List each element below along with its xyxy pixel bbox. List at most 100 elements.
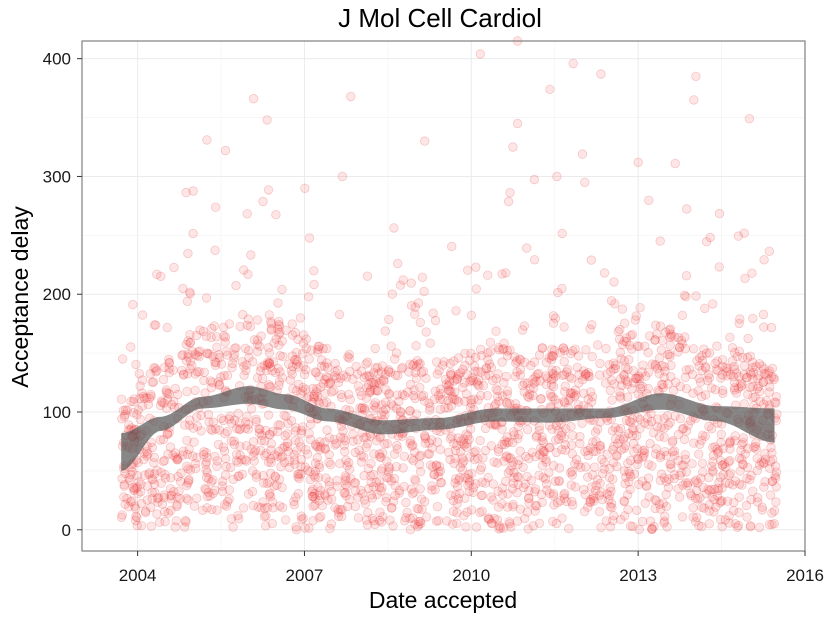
scatter-point (212, 342, 222, 353)
scatter-point (181, 493, 192, 504)
scatter-point-outlier (346, 91, 356, 102)
scatter-point (605, 522, 616, 532)
scatter-point (210, 451, 220, 462)
scatter-point (128, 397, 139, 407)
scatter-point (434, 461, 445, 472)
scatter-point (376, 367, 387, 377)
scatter-point (530, 500, 541, 511)
scatter-point (620, 511, 630, 521)
scatter-point-outlier (220, 145, 231, 156)
scatter-point (462, 438, 472, 449)
scatter-point-outlier (577, 149, 588, 159)
scatter-point (491, 384, 501, 394)
scatter-point (195, 325, 205, 335)
scatter-point (435, 466, 446, 476)
scatter-point (616, 445, 627, 455)
scatter-point (274, 446, 284, 457)
scatter-point (704, 348, 715, 358)
scatter-point (580, 369, 591, 379)
scatter-point (493, 446, 504, 457)
scatter-point (613, 438, 623, 449)
scatter-point (206, 477, 217, 487)
scatter-point (449, 394, 460, 405)
scatter-point (330, 358, 340, 369)
scatter-point (528, 390, 538, 401)
scatter-point (301, 334, 312, 344)
scatter-point (412, 361, 422, 372)
scatter-point (568, 430, 578, 441)
scatter-point (545, 442, 555, 453)
scatter-point (166, 491, 176, 501)
scatter-point (159, 362, 170, 373)
scatter-point (128, 299, 138, 310)
scatter-point (583, 446, 593, 456)
scatter-point (734, 507, 744, 518)
scatter-point (743, 333, 753, 344)
scatter-point (390, 370, 401, 380)
scatter-point (759, 322, 769, 332)
scatter-point (704, 486, 715, 496)
scatter-point (266, 324, 277, 334)
scatter-point (752, 453, 762, 464)
scatter-point (309, 279, 319, 290)
scatter-point (322, 358, 332, 368)
scatter-point (502, 397, 512, 408)
scatter-point (734, 372, 744, 382)
scatter-point (560, 387, 570, 397)
scatter-point (453, 353, 464, 363)
scatter-point (340, 475, 351, 486)
scatter-point (185, 356, 196, 366)
scatter-point (258, 196, 268, 207)
scatter-point (152, 269, 162, 280)
scatter-point (183, 478, 193, 488)
scatter-point (377, 400, 387, 410)
scatter-point (383, 467, 394, 477)
scatter-point (559, 490, 569, 500)
scatter-point (436, 478, 446, 488)
scatter-point (477, 477, 487, 487)
scatter-point (291, 492, 301, 503)
scatter-point (720, 478, 731, 488)
scatter-point (140, 506, 151, 516)
scatter-point (198, 326, 209, 337)
scatter-point (475, 465, 486, 475)
scatter-point (459, 511, 469, 521)
scatter-point (345, 464, 355, 475)
scatter-point (697, 365, 707, 376)
scatter-point (178, 370, 189, 380)
scatter-point (329, 434, 340, 445)
scatter-point (712, 444, 722, 455)
scatter-point (446, 386, 456, 397)
scatter-point (183, 336, 193, 346)
scatter-point (678, 480, 688, 490)
scatter-point (609, 441, 619, 452)
scatter-point (465, 377, 475, 387)
scatter-point (522, 378, 533, 388)
scatter-point (216, 413, 227, 424)
scatter-point (172, 500, 182, 510)
scatter-point (218, 442, 229, 452)
scatter-point (414, 516, 424, 527)
scatter-point (736, 378, 746, 389)
scatter-point (144, 393, 155, 404)
scatter-point (464, 486, 475, 497)
scatter-point (191, 330, 202, 341)
scatter-point (730, 436, 740, 446)
scatter-point (120, 499, 130, 510)
scatter-point (540, 474, 551, 484)
scatter-point (458, 382, 468, 393)
scatter-point (267, 518, 278, 529)
scatter-point (497, 483, 508, 493)
scatter-point (647, 524, 657, 535)
scatter-point (370, 343, 380, 354)
scatter-point (212, 505, 222, 515)
scatter-point (675, 470, 685, 481)
scatter-point (158, 456, 169, 467)
scatter-point (757, 505, 768, 515)
scatter-point (265, 382, 276, 392)
scatter-point (150, 487, 160, 498)
scatter-point (178, 446, 189, 457)
scatter-point (234, 471, 244, 481)
scatter-point (462, 507, 472, 517)
scatter-point (388, 496, 399, 506)
